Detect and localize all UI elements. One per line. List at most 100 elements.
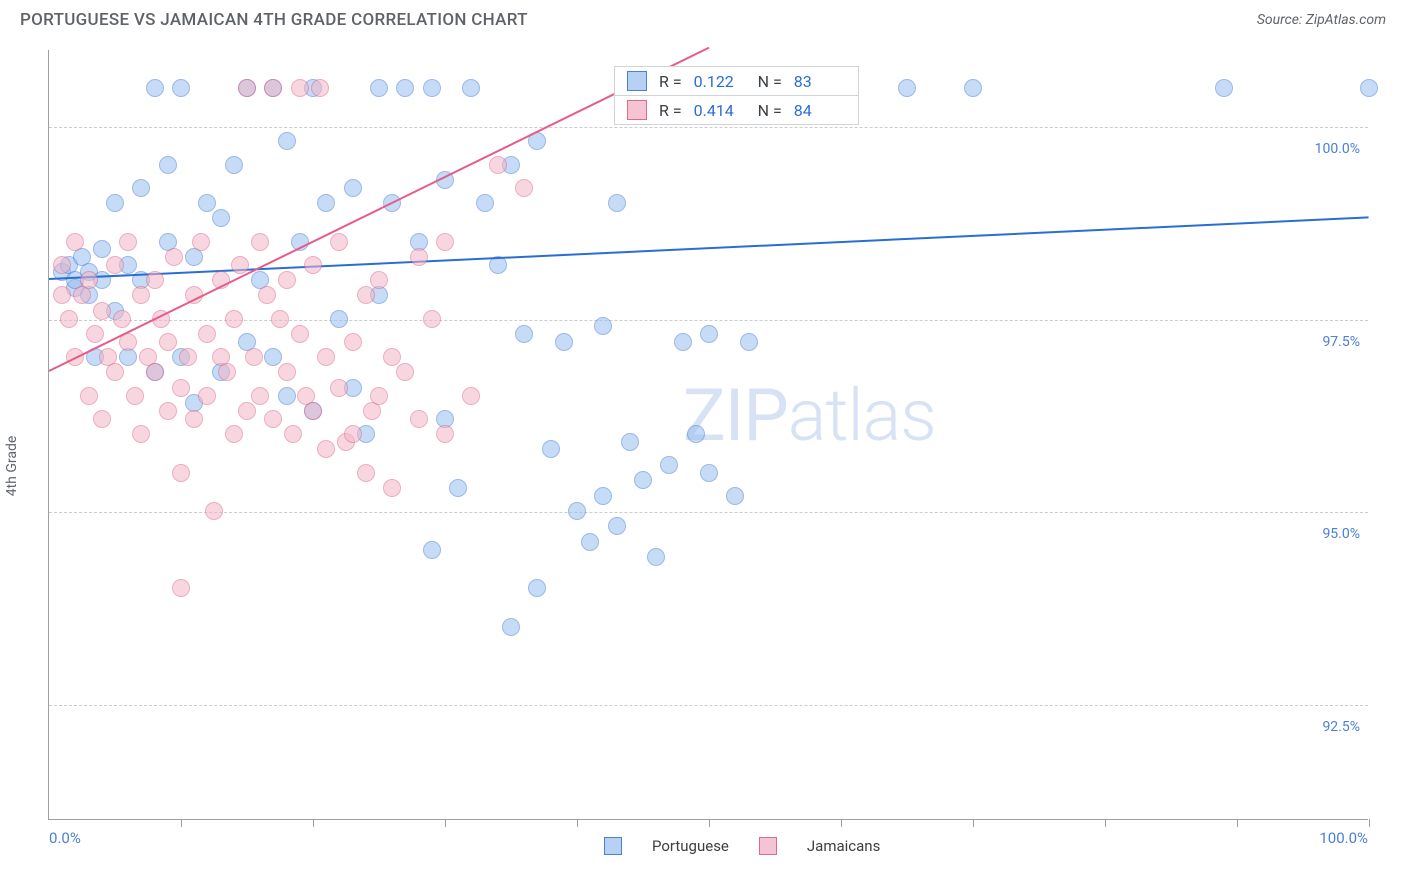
legend-bottom: PortugueseJamaicans — [604, 837, 880, 855]
data-point — [291, 325, 309, 343]
data-point — [271, 310, 289, 328]
data-point — [317, 194, 335, 212]
legend-swatch — [627, 100, 647, 120]
stat-r-label: R = — [659, 101, 682, 120]
grid-line — [49, 320, 1368, 321]
data-point — [80, 271, 98, 289]
data-point — [172, 379, 190, 397]
stat-r-value: 0.414 — [694, 101, 746, 120]
data-point — [304, 256, 322, 274]
stat-n-value: 84 — [794, 101, 846, 120]
data-point — [344, 425, 362, 443]
data-point — [106, 363, 124, 381]
data-point — [185, 410, 203, 428]
data-point — [410, 410, 428, 428]
data-point — [740, 333, 758, 351]
data-point — [146, 363, 164, 381]
data-point — [502, 618, 520, 636]
data-point — [410, 248, 428, 266]
data-point — [542, 440, 560, 458]
x-tick — [841, 819, 842, 827]
data-point — [205, 502, 223, 520]
data-point — [489, 156, 507, 174]
plot-area: ZIPatlas 92.5%95.0%97.5%100.0%0.0%100.0%… — [48, 50, 1368, 820]
x-tick — [709, 819, 710, 827]
legend-swatch — [604, 837, 622, 855]
data-point — [660, 456, 678, 474]
data-point — [581, 533, 599, 551]
data-point — [304, 402, 322, 420]
data-point — [330, 233, 348, 251]
data-point — [86, 325, 104, 343]
data-point — [60, 310, 78, 328]
grid-line — [49, 705, 1368, 706]
data-point — [357, 464, 375, 482]
y-tick-label: 100.0% — [1315, 141, 1360, 157]
y-tick-label: 97.5% — [1322, 334, 1360, 350]
data-point — [126, 387, 144, 405]
data-point — [251, 387, 269, 405]
x-tick — [181, 819, 182, 827]
data-point — [515, 179, 533, 197]
legend-label: Jamaicans — [807, 837, 880, 855]
x-tick — [445, 819, 446, 827]
data-point — [330, 310, 348, 328]
data-point — [278, 271, 296, 289]
data-point — [278, 387, 296, 405]
data-point — [198, 387, 216, 405]
data-point — [225, 310, 243, 328]
data-point — [555, 333, 573, 351]
data-point — [172, 464, 190, 482]
data-point — [1215, 79, 1233, 97]
chart-container: 4th Grade ZIPatlas 92.5%95.0%97.5%100.0%… — [0, 38, 1406, 878]
data-point — [73, 286, 91, 304]
data-point — [621, 433, 639, 451]
stats-legend: R =0.122N =83R =0.414N =84 — [614, 66, 859, 125]
data-point — [119, 348, 137, 366]
x-tick — [313, 819, 314, 827]
data-point — [594, 317, 612, 335]
data-point — [423, 541, 441, 559]
data-point — [159, 156, 177, 174]
data-point — [436, 233, 454, 251]
data-point — [225, 156, 243, 174]
data-point — [165, 248, 183, 266]
data-point — [317, 348, 335, 366]
data-point — [106, 256, 124, 274]
y-tick-label: 95.0% — [1322, 526, 1360, 542]
data-point — [238, 402, 256, 420]
stats-row: R =0.122N =83 — [615, 67, 858, 96]
data-point — [383, 348, 401, 366]
x-tick — [577, 819, 578, 827]
data-point — [80, 387, 98, 405]
legend-swatch — [627, 71, 647, 91]
data-point — [436, 425, 454, 443]
stat-r-value: 0.122 — [694, 72, 746, 91]
x-start-label: 0.0% — [49, 829, 81, 847]
data-point — [594, 487, 612, 505]
data-point — [132, 425, 150, 443]
data-point — [66, 233, 84, 251]
data-point — [700, 325, 718, 343]
stat-r-label: R = — [659, 72, 682, 91]
data-point — [363, 402, 381, 420]
y-tick-label: 92.5% — [1322, 719, 1360, 735]
data-point — [159, 402, 177, 420]
x-end-label: 100.0% — [1319, 829, 1368, 847]
data-point — [212, 209, 230, 227]
data-point — [258, 286, 276, 304]
data-point — [264, 348, 282, 366]
data-point — [370, 387, 388, 405]
data-point — [185, 248, 203, 266]
data-point — [251, 233, 269, 251]
data-point — [608, 194, 626, 212]
data-point — [396, 363, 414, 381]
data-point — [159, 333, 177, 351]
data-point — [568, 502, 586, 520]
x-tick — [1105, 819, 1106, 827]
data-point — [53, 286, 71, 304]
data-point — [238, 79, 256, 97]
data-point — [1360, 79, 1378, 97]
data-point — [608, 517, 626, 535]
data-point — [93, 240, 111, 258]
